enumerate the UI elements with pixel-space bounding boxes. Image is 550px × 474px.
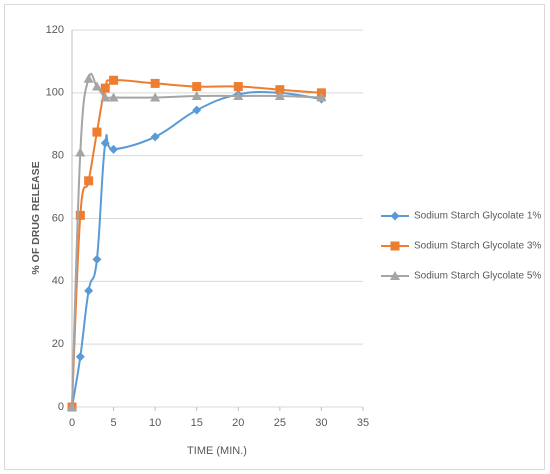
- data-point: [274, 90, 285, 100]
- x-tick-label: 30: [315, 417, 327, 429]
- data-point: [100, 138, 110, 148]
- data-point: [192, 105, 202, 115]
- y-tick-label: 120: [46, 24, 64, 36]
- data-point: [316, 92, 327, 102]
- series-line: [71, 79, 322, 408]
- x-tick-label: 15: [191, 417, 203, 429]
- legend-label: Sodium Starch Glycolate 3%: [414, 241, 541, 252]
- legend-marker: [390, 271, 400, 280]
- legend-marker: [390, 211, 400, 221]
- data-point: [108, 92, 119, 102]
- data-point: [192, 82, 202, 92]
- data-point: [75, 352, 85, 362]
- data-point: [91, 81, 102, 91]
- data-point: [84, 286, 94, 296]
- data-point: [83, 73, 94, 83]
- x-tick-label: 20: [232, 417, 244, 429]
- data-point: [109, 144, 119, 154]
- data-point: [275, 85, 285, 95]
- x-tick-label: 5: [111, 417, 117, 429]
- data-point: [100, 92, 111, 102]
- y-tick-label: 20: [52, 338, 64, 350]
- data-point: [84, 176, 94, 186]
- data-point: [100, 83, 110, 93]
- chart-frame: [4, 4, 545, 470]
- y-tick-label: 60: [52, 212, 64, 224]
- data-point: [75, 147, 86, 157]
- x-tick-label: 35: [357, 417, 369, 429]
- data-point: [233, 82, 243, 92]
- data-point: [67, 402, 77, 411]
- x-tick-label: 10: [149, 417, 161, 429]
- x-axis-label: TIME (MIN.): [187, 445, 247, 457]
- data-point: [150, 132, 160, 142]
- legend-marker: [390, 241, 400, 251]
- y-axis-label: % OF DRUG RELEASE: [30, 161, 42, 274]
- data-point: [150, 92, 161, 102]
- data-point: [92, 127, 102, 137]
- data-point: [75, 210, 85, 220]
- data-point: [150, 78, 160, 88]
- x-tick-label: 25: [274, 417, 286, 429]
- legend-label: Sodium Starch Glycolate 5%: [414, 271, 541, 282]
- y-tick-label: 0: [58, 401, 64, 413]
- y-tick-label: 40: [52, 275, 64, 287]
- legend-label: Sodium Starch Glycolate 1%: [414, 211, 541, 222]
- x-tick-label: 0: [69, 417, 75, 429]
- data-point: [191, 90, 202, 100]
- series-line: [71, 90, 322, 408]
- data-point: [109, 75, 119, 85]
- data-point: [92, 254, 102, 264]
- y-tick-label: 100: [46, 87, 64, 99]
- data-point: [233, 90, 244, 100]
- y-tick-label: 80: [52, 150, 64, 162]
